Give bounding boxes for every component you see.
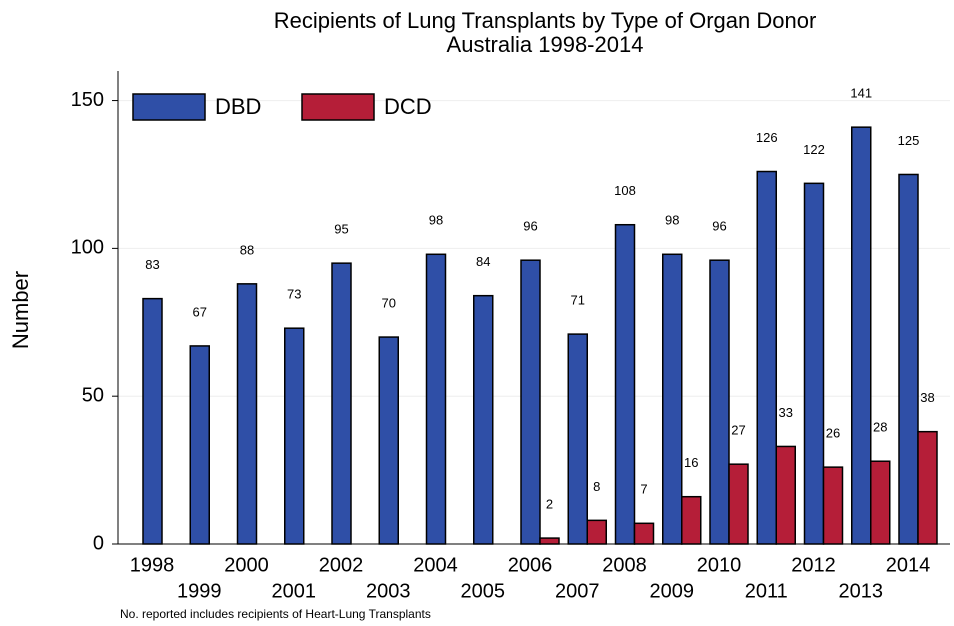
bar [284,327,305,545]
y-tick-label: 150 [71,89,104,111]
chart-subtitle: Australia 1998-2014 [447,32,644,57]
x-tick-label: 2010 [697,554,742,576]
bar [803,182,825,545]
bar [236,283,258,545]
data-label: 26 [826,426,840,441]
bar [586,519,607,545]
data-label: 108 [614,183,636,198]
x-tick-label: 2000 [224,554,269,576]
y-axis-label: Number [8,271,33,349]
bar [567,333,588,545]
bar [662,253,683,545]
data-label: 16 [684,455,698,470]
legend-label: DCD [384,94,432,119]
bar [870,460,891,545]
x-tick-label: 2005 [461,580,506,602]
bar [473,294,494,545]
x-tick-label: 2001 [272,580,317,602]
data-label: 71 [571,293,585,308]
chart-title: Recipients of Lung Transplants by Type o… [274,8,817,33]
data-label: 122 [803,142,825,157]
data-label: 2 [546,497,553,512]
bar [425,253,447,545]
data-label: 83 [145,257,159,272]
data-label: 84 [476,254,490,269]
data-label: 125 [898,133,920,148]
x-tick-label: 2014 [886,554,931,576]
x-tick-label: 1998 [130,554,175,576]
data-label: 98 [429,213,443,228]
y-tick-label: 50 [82,384,104,406]
x-tick-label: 2013 [839,580,884,602]
y-tick-label: 0 [93,532,104,554]
data-label: 8 [593,479,600,494]
bar [142,297,163,545]
bar [917,430,938,545]
bar [756,170,777,545]
legend-swatch [301,93,375,121]
data-label: 67 [193,304,207,319]
bar [520,259,541,545]
x-tick-label: 2006 [508,554,553,576]
data-label: 96 [523,219,537,234]
x-tick-label: 2011 [745,580,788,602]
x-tick-label: 2012 [791,554,836,576]
x-tick-label: 2003 [366,580,411,602]
y-tick-label: 100 [71,237,104,259]
legend-label: DBD [215,94,261,119]
x-tick-label: 1999 [177,580,222,602]
bar [189,345,210,545]
data-label: 96 [712,219,726,234]
bar [378,336,399,545]
data-label: 73 [287,287,301,302]
data-label: 7 [640,482,647,497]
legend-swatch [132,93,206,121]
data-label: 88 [240,242,254,257]
x-tick-label: 2007 [555,580,600,602]
x-tick-label: 2004 [413,554,458,576]
x-tick-label: 2002 [319,554,364,576]
data-label: 98 [665,213,679,228]
data-label: 95 [334,222,348,237]
data-label: 27 [731,423,745,438]
bar [728,463,749,545]
note: No. reported includes recipients of Hear… [120,607,431,621]
data-label: 70 [382,296,396,311]
bar [633,522,655,545]
data-label: 141 [850,86,872,101]
x-tick-label: 2008 [602,554,647,576]
bar [331,262,352,545]
bar [851,126,872,545]
bar [822,466,844,545]
bar [539,537,560,545]
bar [709,259,730,545]
data-label: 126 [756,130,778,145]
bar [898,173,919,545]
bar [681,495,702,545]
data-label: 38 [920,390,934,405]
x-tick-label: 2009 [650,580,695,602]
data-label: 33 [779,405,793,420]
bar [775,445,796,545]
data-label: 28 [873,420,887,435]
bar [614,223,636,545]
